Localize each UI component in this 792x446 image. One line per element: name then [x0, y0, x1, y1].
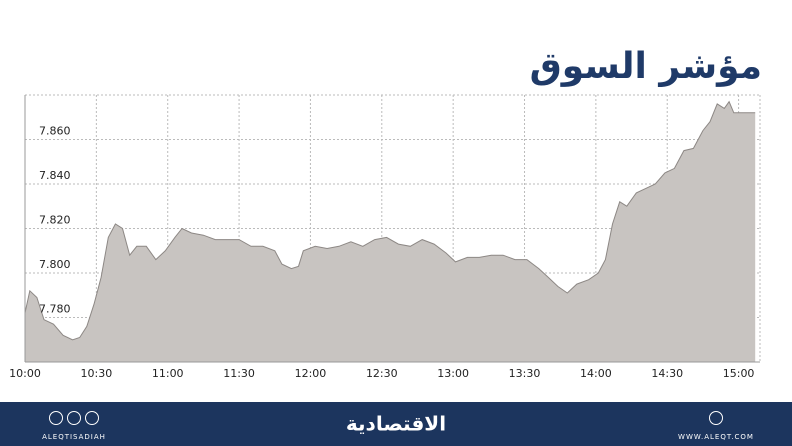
chart-title: مؤشر السوق	[530, 46, 762, 87]
x-tick-label: 14:30	[651, 367, 683, 380]
x-tick-label: 11:30	[223, 367, 255, 380]
x-tick-label: 14:00	[580, 367, 612, 380]
area-line	[24, 100, 756, 341]
y-tick-label: 7.800	[39, 258, 71, 271]
x-tick-label: 10:30	[81, 367, 113, 380]
footer-brand: الاقتصادية	[346, 412, 446, 436]
footer-website: WWW.ALEQT.COM	[678, 433, 754, 441]
y-tick-label: 7.860	[39, 125, 71, 138]
footer-bar	[0, 402, 792, 446]
y-tick-label: 7.820	[39, 214, 71, 227]
social-icons	[49, 411, 723, 425]
x-tick-label: 12:30	[366, 367, 398, 380]
area	[25, 101, 756, 362]
x-tick-label: 13:00	[437, 367, 469, 380]
x-tick-label: 10:00	[9, 367, 41, 380]
x-tick-label: 12:00	[295, 367, 327, 380]
footer-handle: ALEQTISADIAH	[42, 433, 106, 441]
y-tick-label: 7.840	[39, 169, 71, 182]
x-tick-label: 11:00	[152, 367, 184, 380]
y-tick-label: 7.780	[39, 303, 71, 316]
x-tick-label: 13:30	[509, 367, 541, 380]
x-tick-label: 15:00	[723, 367, 755, 380]
